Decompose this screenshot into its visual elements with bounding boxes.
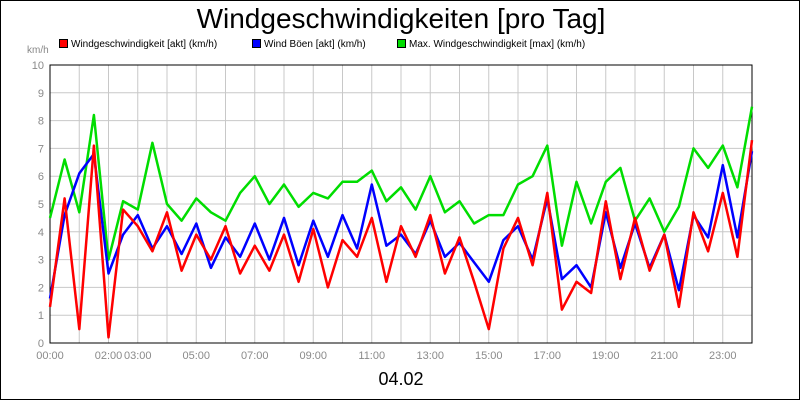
x-tick-label: 05:00: [182, 350, 210, 362]
legend-swatch-red: [59, 39, 68, 48]
date-label: 04.02: [378, 369, 424, 389]
x-tick-label: 23:00: [709, 350, 737, 362]
y-tick-label: 9: [38, 88, 44, 100]
y-tick-label: 8: [38, 116, 44, 128]
legend-item-gusts: Wind Böen [akt] (km/h): [252, 39, 366, 51]
y-tick-label: 3: [38, 255, 44, 267]
x-tick-label: 19:00: [592, 350, 620, 362]
legend-swatch-blue: [252, 39, 261, 48]
x-tick-label: 17:00: [533, 350, 561, 362]
y-axis-unit: km/h: [27, 45, 49, 56]
legend-label-max-speed: Max. Windgeschwindigkeit [max] (km/h): [409, 39, 586, 50]
y-tick-label: 4: [38, 227, 44, 239]
series-line-wind-speed: [48, 139, 754, 339]
legend-label-wind-speed: Windgeschwindigkeit [akt] (km/h): [71, 39, 218, 50]
y-tick-label: 10: [32, 60, 44, 72]
x-tick-label: 13:00: [416, 350, 444, 362]
y-tick-label: 5: [38, 199, 44, 211]
legend-swatch-green: [397, 39, 406, 48]
y-tick-label: 7: [38, 143, 44, 155]
y-tick-label: 6: [38, 171, 44, 183]
chart-title: Windgeschwindigkeiten [pro Tag]: [196, 3, 606, 34]
x-tick-label: 07:00: [241, 350, 269, 362]
y-tick-label: 1: [38, 310, 44, 322]
x-tick-label: 11:00: [358, 350, 385, 362]
x-tick-label: 15:00: [475, 350, 503, 362]
x-tick-label: 00:00: [36, 350, 64, 362]
plot-border: [49, 64, 753, 344]
y-tick-label: 0: [38, 338, 44, 350]
legend-label-gusts: Wind Böen [akt] (km/h): [264, 39, 366, 50]
x-tick-label: 09:00: [299, 350, 327, 362]
legend-item-max-speed: Max. Windgeschwindigkeit [max] (km/h): [397, 39, 585, 51]
x-tick-label: 02:00: [95, 350, 123, 362]
x-tick-label: 21:00: [650, 350, 678, 362]
series-line-gusts: [48, 150, 754, 299]
y-tick-label: 2: [38, 282, 44, 294]
legend-item-wind-speed: Windgeschwindigkeit [akt] (km/h): [59, 39, 217, 51]
x-tick-label: 03:00: [124, 350, 152, 362]
